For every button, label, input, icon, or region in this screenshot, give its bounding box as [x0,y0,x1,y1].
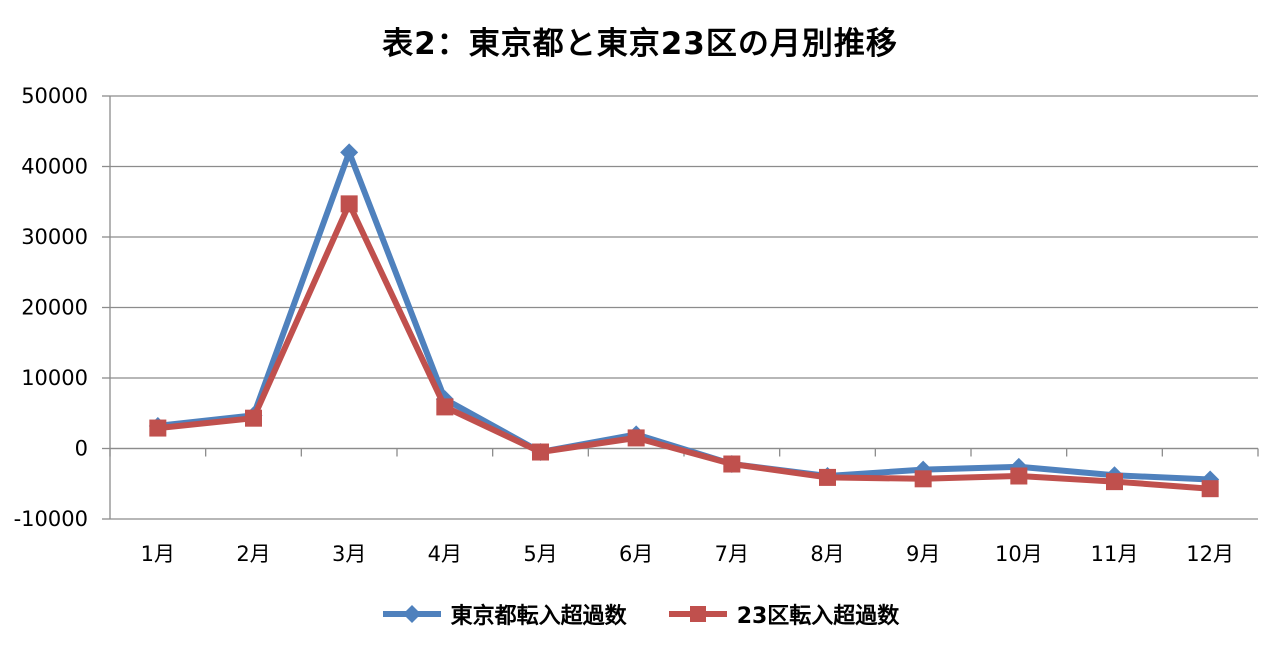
legend-label-tokyo: 東京都転入超過数 [450,604,627,629]
data-point-square [436,398,454,416]
legend-swatch-diamond [382,605,441,623]
data-point-square [723,455,741,473]
x-tick-label: 10月 [995,542,1043,566]
x-axis-ticks: 1月 2月 3月 4月 5月 6月 7月 8月 9月 10月 11月 12月 [141,542,1234,566]
x-tick-label: 4月 [428,542,462,566]
data-point-square [532,443,549,461]
data-point-square [1010,467,1028,485]
x-tick-label: 5月 [523,542,557,566]
series-1 [149,195,1219,498]
y-tick-label: 10000 [21,366,88,390]
x-tick-label: 1月 [141,542,175,566]
y-tick-label: 0 [75,437,88,461]
data-point-square [1106,473,1123,491]
legend: 東京都転入超過数 23区転入超過数 [0,594,1280,634]
x-tick-label: 8月 [810,542,844,566]
data-point-square [1201,480,1219,498]
data-point-square [627,429,645,447]
data-point-square [149,419,167,437]
series-line [157,149,1211,483]
x-tick-label: 2月 [236,542,270,566]
y-tick-label: 40000 [21,155,88,179]
y-tick-label: 20000 [21,296,88,320]
x-tick-label: 6月 [619,542,653,566]
x-tick-label: 7月 [715,542,749,566]
series-line [157,200,1211,492]
data-point-square [340,195,358,213]
data-point-diamond [340,143,359,162]
x-tick-label: 11月 [1091,542,1139,566]
y-axis-ticks: 50000 40000 30000 20000 10000 0 -10000 [14,84,88,531]
chart-title: 表2：東京都と東京23区の月別推移 [382,26,898,62]
data-point-square [245,409,262,427]
legend-swatch-square [668,606,727,622]
data-point-square [914,470,932,488]
x-tick-label: 12月 [1186,542,1234,566]
y-tick-label: 50000 [21,84,88,108]
x-tick-label: 3月 [332,542,366,566]
data-point-square [819,468,836,486]
y-tick-label: -10000 [14,507,88,531]
legend-label-23ku: 23区転入超過数 [736,604,900,629]
legend-item-23ku: 23区転入超過数 [667,598,900,630]
x-tick-label: 9月 [906,542,940,566]
legend-item-tokyo: 東京都転入超過数 [381,598,627,630]
y-tick-label: 30000 [21,225,88,249]
series-group [148,143,1220,498]
series-0 [148,143,1220,489]
